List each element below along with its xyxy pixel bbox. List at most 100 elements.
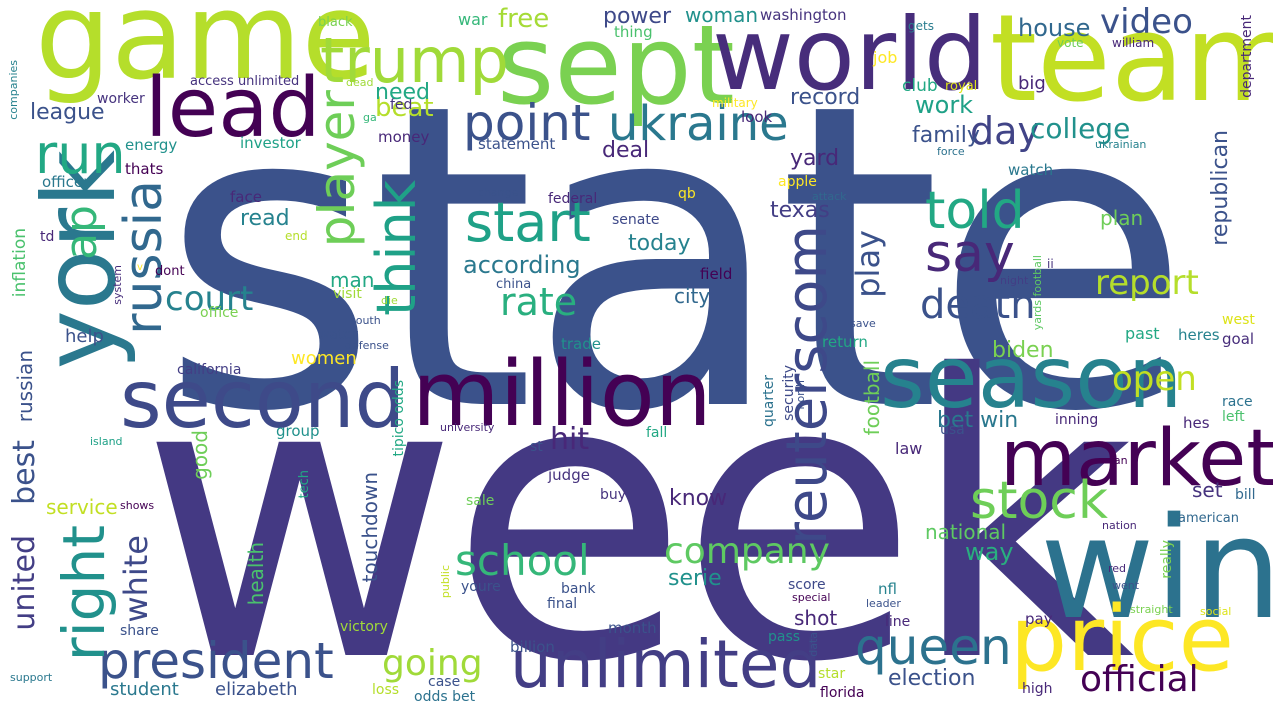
word-companies: companies [7,60,20,120]
word-island: island [90,435,123,448]
word-south: south [350,314,381,327]
word-federal: federal [548,191,598,207]
word-ap: ap [56,205,107,260]
word-social: social [1200,605,1232,618]
word-star: star [818,666,846,682]
word-woman: woman [685,3,759,27]
word-read: read [240,206,290,231]
word-women: women [291,348,357,369]
word-law: law [895,439,923,458]
word-tipico-odds: tipico odds [391,380,407,457]
word-save: save [850,317,876,330]
word-power: power [603,4,671,29]
word-state: state [160,15,1192,504]
word-senate: senate [612,212,660,228]
word-hes: hes [1183,414,1210,432]
word-white: white [117,535,155,623]
word-special: special [792,591,831,604]
word-bill: bill [1235,487,1256,503]
word-texas: texas [770,198,830,223]
word-told: told [925,181,1025,241]
word-record: record [790,85,861,110]
word-fed: fed [390,97,413,113]
word-yards-football: yards football [1031,255,1044,331]
word-lead: lead [145,61,321,156]
word-million: million [412,342,712,447]
word-school: school [455,536,590,585]
word-investor: investor [240,134,301,152]
word-house: house [1018,14,1091,42]
word-football: football [860,360,884,436]
word-leader: leader [866,597,901,610]
word-field: field [700,265,733,283]
word-force: force [937,145,965,158]
word-war: war [458,10,488,29]
word-russian: russian [13,350,37,423]
word-loss: loss [372,682,400,698]
word-ukraine: ukraine [608,96,789,152]
word-td: td [40,229,55,245]
word-trump: trump [320,24,509,97]
word-president: president [98,632,334,690]
word-start: start [465,191,591,254]
word-today: today [628,231,691,256]
word-quarter: quarter [761,375,777,427]
word-court: court [165,279,254,319]
word-point: point [463,94,591,152]
word-apple: apple [778,174,817,190]
word-pass: pass [768,629,801,645]
word-shows: shows [120,499,155,512]
word-final: final [547,596,578,612]
word-usa: usa [940,422,965,438]
word-club: club [902,76,938,96]
word-share: share [120,623,159,639]
word-north: north [794,380,807,410]
word-job: job [873,48,898,67]
word-officer: officer [42,173,90,191]
word-red: red [1108,562,1127,575]
word-deal: deal [602,138,650,163]
word-according: according [463,251,581,279]
word-biden: biden [992,338,1054,363]
word-west: west [1222,312,1255,328]
word-touchdown: touchdown [358,472,382,583]
word-report: report [1095,263,1199,303]
word-william: william [1112,36,1155,50]
word-trade: trade [561,335,601,353]
word-week: week [140,293,1135,713]
word-right: right [50,525,118,662]
word-company: company [664,531,830,572]
word-say: say [925,224,1015,284]
word-buy: buy [600,487,627,503]
word-high: high [1022,681,1053,697]
word-dead: dead [346,76,374,89]
word-american: american [1178,511,1239,526]
word-youre: youre [461,579,501,595]
word-group: group [276,422,320,440]
word-california: california [177,362,242,378]
word-death: death [920,282,1036,328]
word-die: die [381,294,398,307]
word-end: end [285,229,308,243]
word-yard: yard [790,146,840,171]
word-face: face [230,188,262,206]
word-public: public [439,565,452,599]
word-rate: rate [500,280,578,324]
word-national: national [925,520,1007,544]
word-stock: stock [970,471,1108,531]
word-money: money [378,128,430,146]
word-really: really [1159,540,1175,579]
word-day: day [970,109,1040,153]
word-price: price [1010,587,1234,692]
word-republican: republican [1208,130,1233,246]
word-billion: billion [510,638,555,656]
word-beat: beat [375,93,434,123]
word-city: city [674,284,711,308]
word-official: official [1080,659,1199,700]
word-nation: nation [1102,519,1137,532]
word-china: china [496,277,532,292]
word-going: going [382,643,483,684]
word-world: world [712,0,988,113]
word-odds-bet: odds bet [414,689,476,705]
